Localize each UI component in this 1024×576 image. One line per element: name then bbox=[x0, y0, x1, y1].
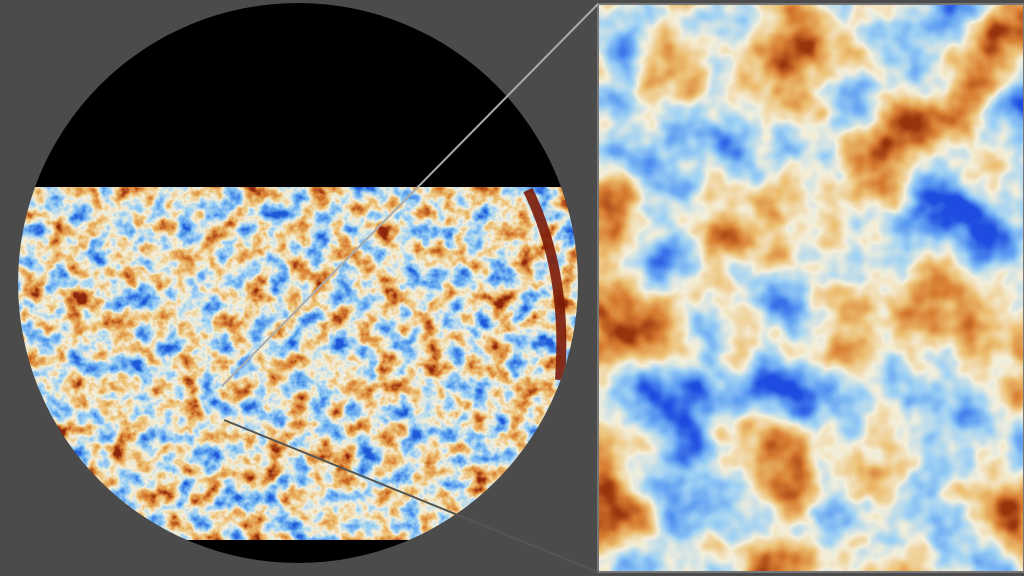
galactic-band bbox=[523, 187, 567, 381]
zoom-line bbox=[221, 3, 599, 387]
map-texture bbox=[18, 187, 578, 540]
sky-map bbox=[18, 3, 578, 563]
zoom-panel bbox=[598, 4, 1024, 572]
zoom-frame bbox=[597, 3, 1024, 573]
zoom-line bbox=[223, 419, 599, 573]
